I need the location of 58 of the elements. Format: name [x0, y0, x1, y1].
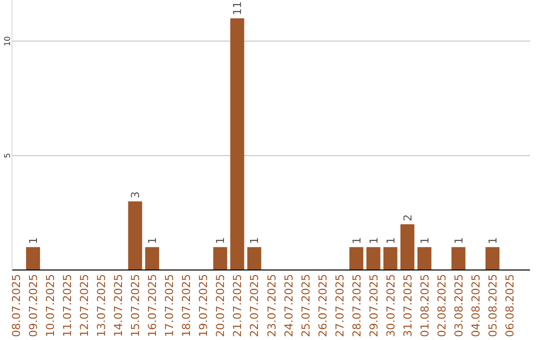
x-tick-label: 31.07.2025: [401, 274, 414, 337]
x-tick-label: 30.07.2025: [384, 274, 398, 337]
bar: [400, 224, 414, 270]
x-tick-label: 15.07.2025: [129, 274, 142, 337]
x-tick-label: 23.07.2025: [265, 274, 278, 337]
bar: [213, 247, 228, 270]
x-tick-label: 27.07.2025: [333, 274, 346, 337]
y-tick-label: 5: [3, 153, 12, 158]
data-label: 1: [214, 237, 228, 244]
y-tick-label: 10: [3, 36, 12, 46]
x-tick-label: 05.08.2025: [486, 274, 500, 337]
x-tick-label: 12.07.2025: [78, 274, 92, 337]
x-tick-label: 17.07.2025: [163, 274, 176, 337]
x-tick-label: 28.07.2025: [350, 274, 364, 337]
bar: [26, 247, 40, 270]
x-tick-label: 29.07.2025: [367, 274, 380, 337]
data-label: 1: [248, 237, 262, 244]
data-label: 3: [129, 191, 142, 198]
bar: [230, 18, 244, 270]
data-label: 1: [452, 237, 466, 244]
x-tick-label: 25.07.2025: [299, 274, 312, 337]
x-tick-label: 06.08.2025: [503, 274, 516, 337]
data-label: 2: [401, 214, 414, 222]
x-tick-label: 21.07.2025: [231, 274, 244, 337]
bar: [383, 247, 398, 270]
x-tick-label: 10.07.2025: [44, 274, 58, 337]
x-tick-label: 11.07.2025: [61, 274, 74, 337]
x-tick-label: 01.08.2025: [418, 274, 432, 337]
bar: [145, 247, 160, 270]
x-tick-label: 14.07.2025: [112, 274, 126, 337]
data-label: 1: [418, 237, 432, 244]
data-label: 1: [27, 237, 40, 244]
data-label: 1: [367, 237, 380, 244]
bar: [247, 247, 262, 270]
x-tick-label: 19.07.2025: [197, 274, 210, 337]
x-tick-label: 18.07.2025: [180, 274, 194, 337]
data-label: 1: [146, 237, 160, 244]
bar: [451, 247, 466, 270]
x-tick-label: 08.07.2025: [10, 274, 24, 337]
x-tick-label: 16.07.2025: [146, 274, 160, 337]
x-tick-label: 24.07.2025: [282, 274, 296, 337]
data-label: 1: [384, 237, 398, 244]
bar: [417, 247, 432, 270]
bar: [486, 247, 500, 270]
x-tick-label: 09.07.2025: [27, 274, 40, 337]
bar: [349, 247, 364, 270]
data-label: 11: [231, 1, 244, 16]
x-tick-label: 03.08.2025: [452, 274, 466, 337]
x-tick-label: 20.07.2025: [214, 274, 228, 337]
data-label: 1: [486, 237, 500, 244]
x-tick-label: 02.08.2025: [435, 274, 448, 337]
x-tick-label: 26.07.2025: [316, 274, 330, 337]
bar: [128, 201, 142, 270]
x-tick-label: 04.08.2025: [469, 274, 482, 337]
bar: [366, 247, 380, 270]
x-tick-label: 13.07.2025: [95, 274, 108, 337]
x-tick-label: 22.07.2025: [248, 274, 262, 337]
data-label: 1: [350, 237, 364, 244]
